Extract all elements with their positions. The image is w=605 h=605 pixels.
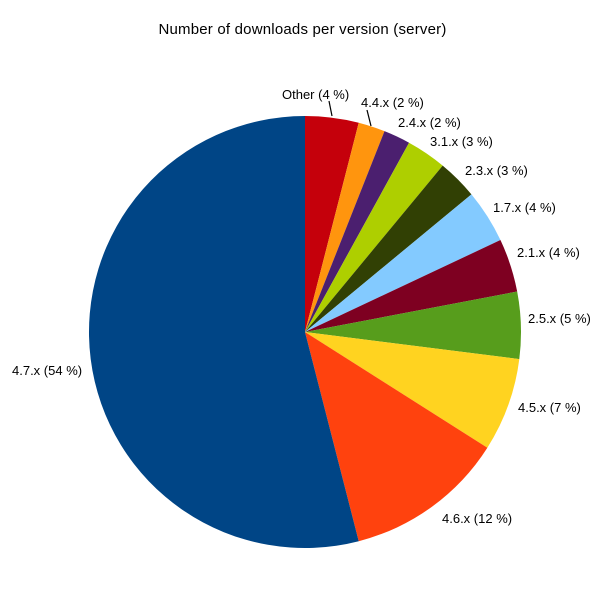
pie-slice-4-4-x [305, 122, 385, 332]
slice-label-2-5-x: 2.5.x (5 %) [528, 311, 591, 326]
pie-slice-2-3-x [305, 165, 472, 332]
slice-label-3-1-x: 3.1.x (3 %) [430, 134, 493, 149]
slice-label-2-4-x: 2.4.x (2 %) [398, 115, 461, 130]
pie-slice-4-5-x [305, 332, 520, 448]
slice-label-4-5-x: 4.5.x (7 %) [518, 400, 581, 415]
pie-slice-2-4-x [305, 131, 410, 332]
slice-label-2-1-x: 2.1.x (4 %) [517, 245, 580, 260]
label-leader-line [366, 109, 372, 127]
slice-label-4-6-x: 4.6.x (12 %) [442, 511, 513, 526]
pie-slice-other [305, 116, 359, 332]
pie-slice-2-5-x [305, 291, 521, 360]
pie-slice-2-1-x [305, 240, 518, 332]
slice-label-4-4-x: 4.4.x (2 %) [361, 95, 424, 110]
pie-slice-3-1-x [305, 142, 443, 332]
chart-title: Number of downloads per version (server) [158, 21, 447, 38]
slice-label-4-7-x: 4.7.x (54 %) [12, 363, 83, 378]
pie-slice-4-6-x [305, 332, 488, 542]
slice-label-2-3-x: 2.3.x (3 %) [465, 163, 528, 178]
pie-slice-4-7-x [88, 116, 359, 548]
pie-slice-1-7-x [305, 194, 501, 332]
label-leader-line [328, 100, 333, 117]
slice-label-other: Other (4 %) [282, 87, 350, 102]
slice-label-1-7-x: 1.7.x (4 %) [493, 200, 556, 215]
